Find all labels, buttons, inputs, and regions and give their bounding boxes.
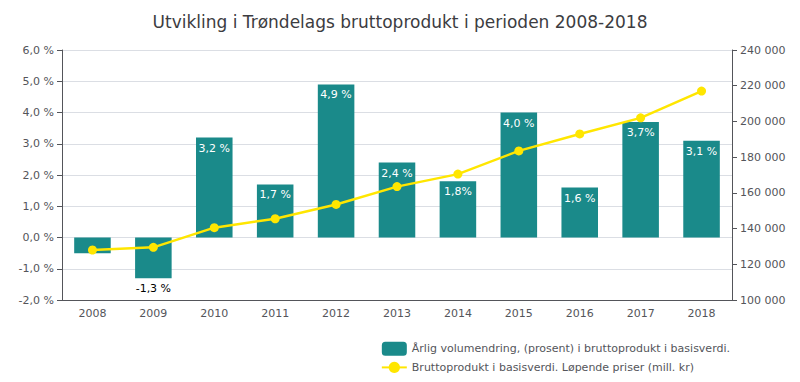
svg-text:-2,0 %: -2,0 %: [19, 294, 54, 307]
svg-text:2017: 2017: [627, 307, 655, 320]
svg-text:2012: 2012: [322, 307, 350, 320]
svg-text:1,0 %: 1,0 %: [23, 200, 54, 213]
svg-text:0,0 %: 0,0 %: [23, 231, 54, 244]
svg-text:4,9 %: 4,9 %: [320, 88, 351, 101]
svg-text:140 000: 140 000: [740, 222, 786, 235]
svg-text:-1,0 %: -1,0 %: [19, 262, 54, 275]
svg-text:200 000: 200 000: [740, 115, 786, 128]
svg-text:3,2 %: 3,2 %: [199, 142, 230, 155]
svg-text:Bruttoprodukt i basisverdi. Lø: Bruttoprodukt i basisverdi. Løpende pris…: [412, 361, 694, 374]
svg-text:1,6 %: 1,6 %: [564, 192, 595, 205]
svg-text:6,0 %: 6,0 %: [23, 44, 54, 57]
svg-text:3,0 %: 3,0 %: [23, 137, 54, 150]
svg-text:2014: 2014: [444, 307, 472, 320]
svg-text:240 000: 240 000: [740, 44, 786, 57]
svg-text:2010: 2010: [200, 307, 228, 320]
svg-text:3,7%: 3,7%: [627, 126, 655, 139]
svg-text:Årlig volumendring, (prosent): Årlig volumendring, (prosent) i bruttopr…: [412, 342, 730, 355]
svg-text:Utvikling i Trøndelags bruttop: Utvikling i Trøndelags bruttoprodukt i p…: [153, 12, 648, 32]
svg-text:220 000: 220 000: [740, 79, 786, 92]
svg-text:-1,3 %: -1,3 %: [136, 282, 171, 295]
svg-text:2008: 2008: [78, 307, 106, 320]
svg-text:2016: 2016: [566, 307, 594, 320]
svg-text:160 000: 160 000: [740, 186, 786, 199]
svg-text:2,0 %: 2,0 %: [23, 169, 54, 182]
svg-text:3,1 %: 3,1 %: [686, 145, 717, 158]
svg-text:4,0 %: 4,0 %: [503, 117, 534, 130]
svg-text:5,0 %: 5,0 %: [23, 75, 54, 88]
svg-text:4,0 %: 4,0 %: [23, 106, 54, 119]
svg-text:2015: 2015: [505, 307, 533, 320]
svg-text:2,4 %: 2,4 %: [381, 167, 412, 180]
svg-text:2013: 2013: [383, 307, 411, 320]
svg-text:2009: 2009: [139, 307, 167, 320]
svg-text:1,8%: 1,8%: [444, 185, 472, 198]
svg-text:100 000: 100 000: [740, 294, 786, 307]
svg-text:2011: 2011: [261, 307, 289, 320]
svg-text:2018: 2018: [688, 307, 716, 320]
svg-text:180 000: 180 000: [740, 151, 786, 164]
svg-text:120 000: 120 000: [740, 258, 786, 271]
svg-text:1,7 %: 1,7 %: [259, 188, 290, 201]
